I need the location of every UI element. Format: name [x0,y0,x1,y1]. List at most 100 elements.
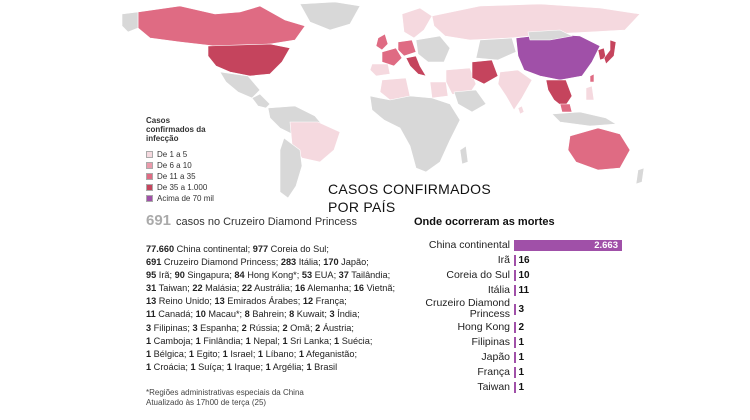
region-taiwan [589,73,595,83]
country-case-entry: 1 Bélgica [146,349,184,359]
case-count: 1 [190,361,196,372]
death-country-label: Itália [487,284,510,296]
country-case-entry: 12 França [303,296,344,306]
death-row: Filipinas 1 [414,335,644,350]
death-bar-track: 1 [514,367,624,378]
country-case-entry: 1 Iraque [227,362,261,372]
region-usa [207,43,291,77]
legend-item-35-1000: De 35 a 1.000 [146,182,246,192]
country-case-entry: 691 Cruzeiro Diamond Princess [146,257,276,267]
country-case-entry: 77.660 China continental [146,244,248,254]
country-name: Hong Kong* [244,270,297,281]
country-name: Japão [338,257,367,268]
region-mongolia [527,29,573,41]
country-name: Macau* [205,309,240,320]
case-count: 11 [146,309,156,320]
death-bar: 2.663 [514,240,622,251]
case-count: 1 [306,361,312,372]
death-bar-track: 3 [514,303,624,315]
region-australia [567,127,631,171]
region-india [497,69,533,111]
death-row: Itália 11 [414,283,644,298]
world-map [120,0,650,205]
region-africa [369,95,461,173]
country-name: Sri Lanka [287,335,329,346]
death-bar: 1 [514,352,524,363]
country-case-entry: 16 Alemanha [295,283,349,293]
country-name: Malásia [202,283,237,294]
death-value: 1 [518,337,525,348]
country-case-entry: 2 Omã [282,323,310,333]
death-value: 1 [518,367,525,378]
death-bar: 11 [514,285,529,296]
death-bar: 1 [514,337,524,348]
cases-by-country-list: 77.660 China continental; 977 Coreia do … [146,244,396,372]
death-bar-track: 1 [514,352,624,363]
country-name: Rússia [246,322,278,333]
region-russia [431,3,641,41]
death-bar-mark [514,352,516,363]
country-case-entry: 1 Camboja [146,336,190,346]
case-count: 1 [245,335,251,346]
legend-swatch [146,172,153,180]
case-count: 84 [234,270,245,281]
country-case-entry: 31 Taiwan [146,283,187,293]
country-name: Taiwan [156,283,188,294]
country-name: Reino Unido [156,296,210,307]
case-count: 16 [295,283,306,294]
country-name: Vietnã [364,283,393,294]
death-row: Hong Kong 2 [414,320,644,335]
country-case-entry: 8 Bahrein [245,309,284,319]
country-case-entry: 1 Sri Lanka [282,336,329,346]
death-bar-track: 11 [514,285,624,296]
country-case-entry: 1 Israel [223,349,253,359]
case-count: 3 [146,322,152,333]
death-value: 10 [518,270,530,281]
legend-swatch [146,161,153,169]
cruise-cases: 691 casos no Cruzeiro Diamond Princess [146,212,357,229]
country-case-entry: 95 Irã [146,270,170,280]
legend-label: De 11 a 35 [157,171,196,181]
region-arabia [453,89,487,113]
deaths-chart: Onde ocorreram as mortes China continent… [414,216,644,395]
region-greenland [299,1,361,31]
death-value: 3 [518,303,525,315]
country-name: Iraque [231,361,261,372]
country-name: Alemanha [305,283,349,294]
case-count: 13 [214,296,225,307]
country-name: Coreia do Sul [268,244,327,254]
case-count: 1 [282,335,288,346]
country-name: Cruzeiro Diamond Princess [161,257,276,268]
death-bar-mark [514,303,516,315]
country-case-entry: 22 Austrália [242,283,290,293]
case-count: 77.660 [146,244,175,254]
case-count: 3 [329,309,335,320]
death-country-label: Filipinas [471,336,510,348]
death-bar-mark [514,367,516,378]
case-count: 22 [241,283,253,294]
legend-label: De 1 a 5 [157,149,188,159]
country-case-entry: 13 Reino Unido [146,296,209,306]
case-count: 31 [146,283,157,294]
legend-item-70k: Acima de 70 mil [146,193,246,203]
death-value: 1 [518,382,525,393]
legend-item-11-35: De 11 a 35 [146,171,246,181]
death-country-label: Hong Kong [457,321,510,333]
country-case-entry: 53 EUA [302,270,334,280]
country-case-entry: 2 Rússia [242,323,278,333]
case-count: 3 [192,322,198,333]
region-japan [603,39,617,65]
region-canada [137,5,306,47]
country-case-entry: 1 Argélia [266,362,302,372]
region-germany [397,39,417,57]
country-case-entry: 3 Filipinas [146,323,187,333]
legend-label: De 6 a 10 [157,160,192,170]
region-egypt [429,81,449,99]
death-bar: 10 [514,270,530,281]
country-case-entry: 22 Malásia [192,283,236,293]
death-value: 2 [518,322,525,333]
country-name: Omã [287,322,311,333]
region-central-asia [475,37,517,61]
country-name: Tailândia [348,270,388,281]
country-name: Singapura [184,270,230,281]
